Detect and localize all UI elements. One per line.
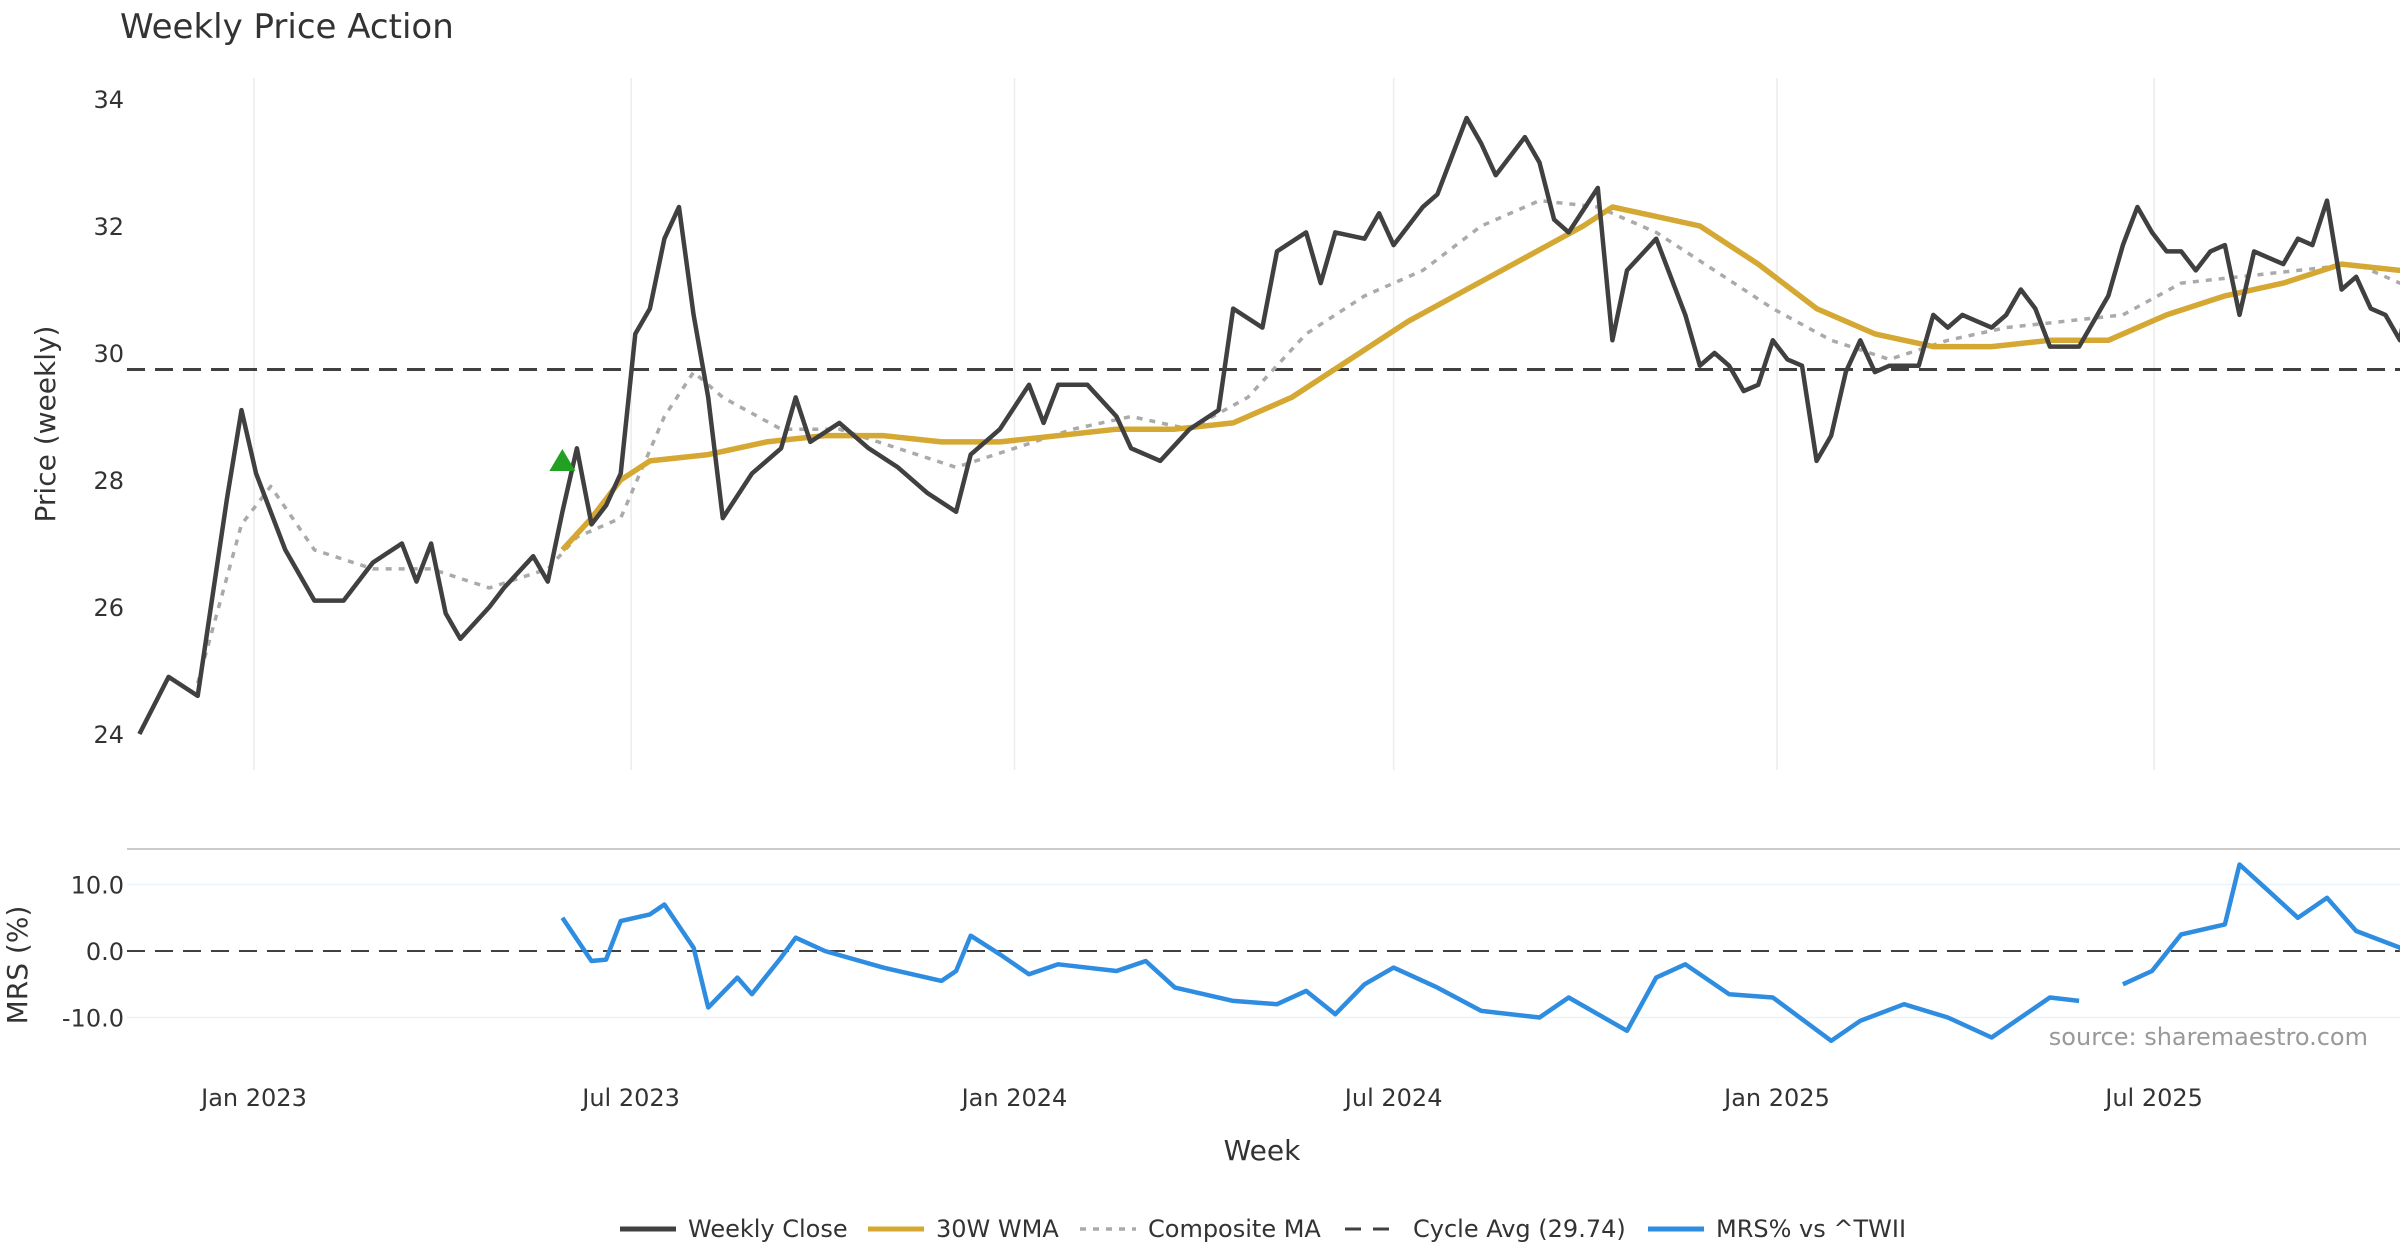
legend-label-2: Composite MA <box>1148 1215 1321 1243</box>
mrs-y-tick-1: 0.0 <box>86 938 124 966</box>
series-weekly-close <box>137 115 2400 736</box>
price-y-axis-title: Price (weekly) <box>29 326 62 523</box>
price-y-ticks: 24 26 28 30 32 34 <box>93 86 124 749</box>
price-y-tick-28: 28 <box>93 467 124 495</box>
price-y-tick-34: 34 <box>93 86 124 114</box>
price-y-tick-30: 30 <box>93 340 124 368</box>
chart-title: Weekly Price Action <box>120 7 454 47</box>
mrs-y-tick-0: 10.0 <box>71 872 124 900</box>
x-tick-jul-2024: Jul 2024 <box>1343 1084 1443 1112</box>
series-30w-wma <box>560 204 2400 552</box>
x-tick-jul-2023: Jul 2023 <box>580 1084 680 1112</box>
series-composite-ma <box>196 198 2400 684</box>
price-grid <box>253 78 2155 770</box>
series-mrs-vs-twii-segment-0 <box>560 902 2080 1044</box>
mrs-y-axis-title: MRS (%) <box>1 906 34 1025</box>
x-tick-jul-2025: Jul 2025 <box>2103 1084 2203 1112</box>
x-axis-ticks: Jan 2023 Jul 2023 Jan 2024 Jul 2024 Jan 2025… <box>199 1084 2203 1112</box>
buy-signal-triangle <box>549 448 576 471</box>
mrs-y-tick-2: -10.0 <box>62 1005 124 1033</box>
mrs-y-ticks: 10.0 0.0 -10.0 <box>62 872 124 1033</box>
x-tick-jan-2024: Jan 2024 <box>960 1084 1068 1112</box>
legend-label-1: 30W WMA <box>936 1215 1059 1243</box>
series-mrs-vs-twii-segment-1 <box>2121 862 2400 987</box>
legend: Weekly Close 30W WMA Composite MA Cycle Avg… <box>620 1215 1906 1243</box>
signal-marker <box>549 448 576 471</box>
legend-label-4: MRS% vs ^TWII <box>1716 1215 1906 1243</box>
price-y-tick-24: 24 <box>93 721 124 749</box>
x-tick-jan-2023: Jan 2023 <box>199 1084 307 1112</box>
mrs-series <box>560 862 2400 1044</box>
x-tick-jan-2025: Jan 2025 <box>1722 1084 1830 1112</box>
x-axis-title: Week <box>1224 1134 1301 1167</box>
legend-label-0: Weekly Close <box>688 1215 848 1243</box>
price-y-tick-32: 32 <box>93 213 124 241</box>
price-y-tick-26: 26 <box>93 594 124 622</box>
legend-label-3: Cycle Avg (29.74) <box>1413 1215 1626 1243</box>
source-annotation: source: sharemaestro.com <box>2049 1023 2368 1051</box>
price-series <box>137 115 2400 736</box>
